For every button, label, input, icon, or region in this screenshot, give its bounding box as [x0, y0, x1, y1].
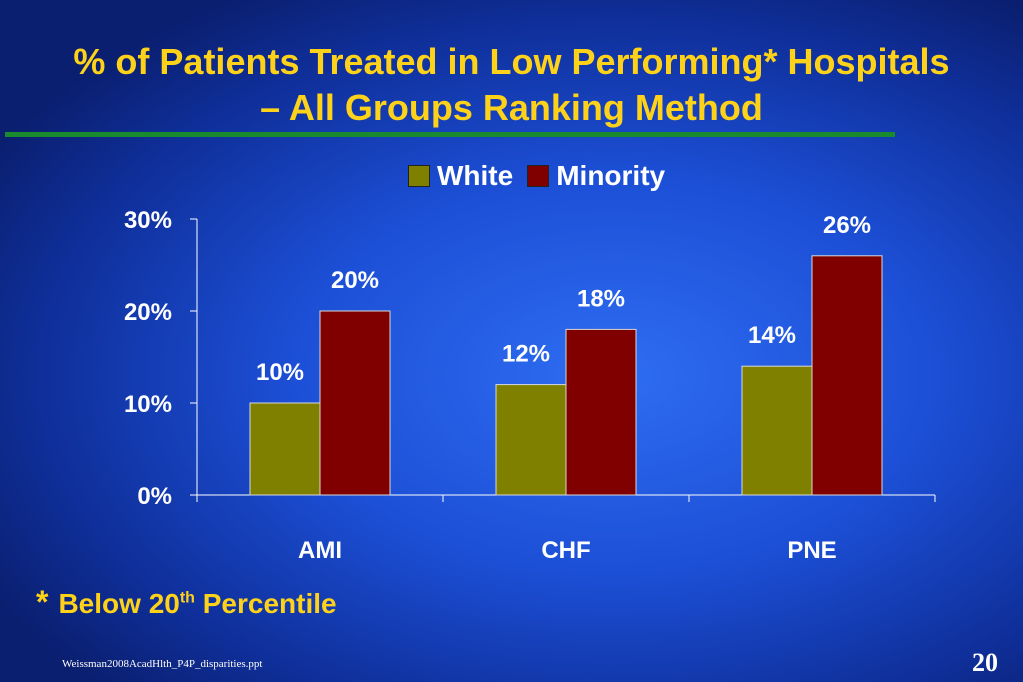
footnote-text: Below 20	[58, 588, 180, 619]
bar-white-chf	[495, 384, 567, 496]
slide-title-line1: % of Patients Treated in Low Performing*…	[73, 41, 950, 82]
bar-minority-ami	[319, 310, 391, 496]
footnote: * Below 20th Percentile	[36, 584, 337, 621]
x-tick-label: PNE	[787, 537, 836, 564]
title-divider	[5, 132, 895, 137]
slide-title-line2: – All Groups Ranking Method	[260, 87, 763, 128]
page-number: 20	[972, 648, 998, 677]
legend-label-white: White	[437, 160, 514, 191]
data-label-minority-chf: 18%	[577, 285, 625, 312]
legend-swatch-minority	[527, 165, 550, 187]
legend-label-minority: Minority	[556, 160, 666, 191]
y-tick-label: 0%	[137, 483, 172, 510]
chart-legend: White Minority	[408, 160, 679, 192]
data-label-white-chf: 12%	[502, 341, 550, 368]
bar-white-ami	[249, 402, 321, 496]
legend-swatch-white	[408, 165, 430, 187]
data-label-minority-pne: 26%	[823, 212, 871, 239]
x-tick-label: CHF	[541, 537, 590, 564]
bar-minority-pne	[811, 255, 883, 496]
footnote-superscript: th	[179, 589, 195, 607]
footnote-asterisk: *	[36, 584, 49, 620]
source-filename: Weissman2008AcadHlth_P4P_disparities.ppt	[62, 658, 263, 670]
y-tick-label: 30%	[124, 207, 172, 234]
bar-white-pne	[741, 365, 813, 496]
y-tick-label: 10%	[124, 391, 172, 418]
bar-minority-chf	[565, 328, 637, 496]
y-tick-label: 20%	[124, 299, 172, 326]
legend-item-white: White	[408, 160, 513, 192]
data-label-white-ami: 10%	[256, 359, 304, 386]
footnote-text-end: Percentile	[194, 588, 337, 619]
legend-item-minority: Minority	[527, 160, 665, 192]
x-tick-label: AMI	[298, 537, 342, 564]
data-label-minority-ami: 20%	[331, 267, 379, 294]
data-label-white-pne: 14%	[748, 322, 796, 349]
